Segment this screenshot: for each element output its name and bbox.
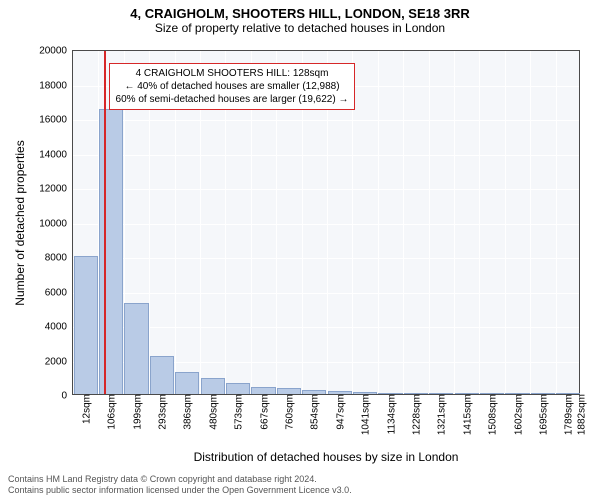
x-tick-label: 480sqm <box>206 394 219 430</box>
histogram-bar <box>201 378 225 394</box>
x-tick-label: 1789sqm <box>562 394 575 435</box>
grid-line-v <box>479 51 480 394</box>
subject-property-marker <box>104 51 106 394</box>
x-tick-label: 760sqm <box>282 394 295 430</box>
x-tick-label: 667sqm <box>257 394 270 430</box>
x-tick-label: 1041sqm <box>359 394 372 435</box>
x-tick-label: 1321sqm <box>435 394 448 435</box>
x-tick-label: 854sqm <box>308 394 321 430</box>
x-tick-label: 293sqm <box>155 394 168 430</box>
grid-line-v <box>429 51 430 394</box>
x-tick-label: 12sqm <box>79 394 92 424</box>
histogram-bar <box>124 303 148 394</box>
grid-line-v <box>403 51 404 394</box>
histogram-bar <box>74 256 98 394</box>
y-tick-label: 10000 <box>39 218 73 229</box>
footer-line-2: Contains public sector information licen… <box>8 485 352 496</box>
x-tick-label: 1602sqm <box>511 394 524 435</box>
y-tick-label: 8000 <box>45 253 73 264</box>
y-tick-label: 6000 <box>45 287 73 298</box>
annotation-line-1: 4 CRAIGHOLM SHOOTERS HILL: 128sqm <box>116 67 349 80</box>
x-tick-label: 106sqm <box>105 394 118 430</box>
grid-line-v <box>378 51 379 394</box>
chart-title: 4, CRAIGHOLM, SHOOTERS HILL, LONDON, SE1… <box>0 0 600 21</box>
x-tick-label: 386sqm <box>181 394 194 430</box>
y-tick-label: 20000 <box>39 46 73 57</box>
x-tick-label: 947sqm <box>333 394 346 430</box>
y-tick-label: 18000 <box>39 80 73 91</box>
chart-subtitle: Size of property relative to detached ho… <box>0 21 600 35</box>
annotation-line-3: 60% of semi-detached houses are larger (… <box>116 93 349 106</box>
grid-line-v <box>556 51 557 394</box>
histogram-bar <box>251 387 275 394</box>
x-tick-label: 1695sqm <box>536 394 549 435</box>
x-tick-label: 1134sqm <box>384 394 397 434</box>
y-tick-label: 14000 <box>39 149 73 160</box>
histogram-bar <box>226 383 250 394</box>
histogram-bar <box>175 372 199 394</box>
histogram-bar <box>99 109 123 394</box>
grid-line-v <box>505 51 506 394</box>
y-tick-label: 4000 <box>45 322 73 333</box>
y-tick-label: 16000 <box>39 115 73 126</box>
grid-line-v <box>530 51 531 394</box>
x-tick-label: 573sqm <box>232 394 245 430</box>
grid-line-v <box>454 51 455 394</box>
annotation-line-2: ← 40% of detached houses are smaller (12… <box>116 80 349 93</box>
y-axis-label: Number of detached properties <box>13 140 27 305</box>
chart-plot-area: 0200040006000800010000120001400016000180… <box>72 50 580 395</box>
y-tick-label: 0 <box>61 391 73 402</box>
footer-attribution: Contains HM Land Registry data © Crown c… <box>8 474 352 497</box>
y-tick-label: 12000 <box>39 184 73 195</box>
annotation-box: 4 CRAIGHOLM SHOOTERS HILL: 128sqm← 40% o… <box>109 63 356 110</box>
footer-line-1: Contains HM Land Registry data © Crown c… <box>8 474 352 485</box>
x-tick-label: 199sqm <box>130 394 143 430</box>
x-tick-label: 1228sqm <box>409 394 422 435</box>
y-tick-label: 2000 <box>45 356 73 367</box>
histogram-bar <box>150 356 174 394</box>
x-axis-label: Distribution of detached houses by size … <box>194 450 459 464</box>
x-tick-label: 1508sqm <box>486 394 499 435</box>
x-tick-label: 1882sqm <box>575 394 588 435</box>
x-tick-label: 1415sqm <box>460 394 473 435</box>
